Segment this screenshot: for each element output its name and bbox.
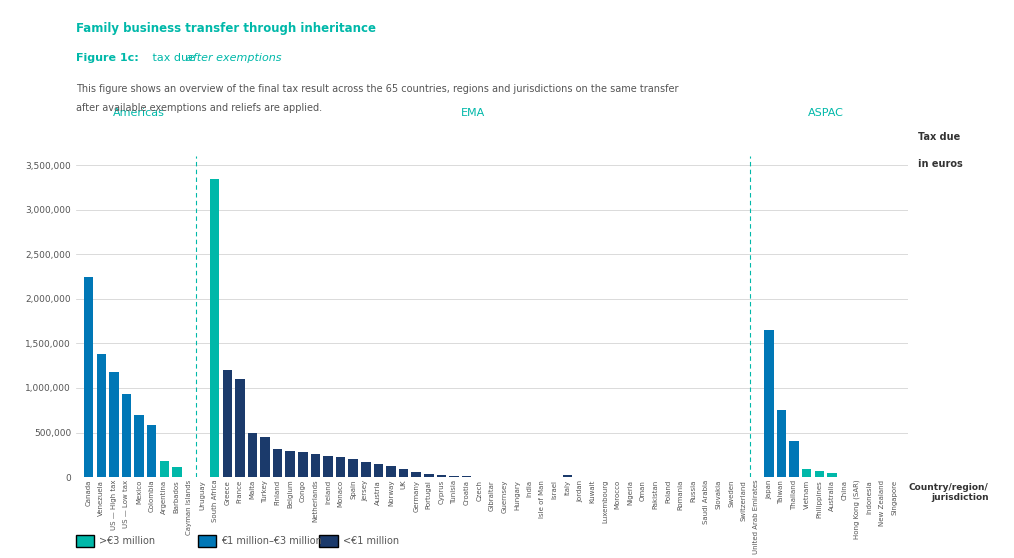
Bar — [399, 469, 409, 477]
Text: Country/region/
jurisdiction: Country/region/ jurisdiction — [909, 483, 989, 502]
Bar — [563, 475, 572, 477]
Bar — [310, 454, 320, 477]
Bar — [361, 462, 370, 477]
Bar — [790, 441, 799, 477]
Bar — [323, 456, 333, 477]
Text: in euros: in euros — [918, 159, 962, 169]
Bar — [110, 372, 119, 477]
Text: Tax due: Tax due — [918, 132, 960, 142]
Bar — [449, 476, 458, 477]
Bar — [210, 179, 219, 477]
Bar — [386, 466, 395, 477]
Bar — [424, 474, 434, 477]
Text: >€3 million: >€3 million — [99, 536, 155, 546]
Text: Figure 1c:: Figure 1c: — [76, 53, 139, 63]
Text: after exemptions: after exemptions — [186, 53, 281, 63]
Text: Family business transfer through inheritance: Family business transfer through inherit… — [76, 22, 376, 35]
Bar — [461, 476, 472, 477]
Bar — [96, 354, 106, 477]
Bar — [412, 472, 421, 477]
Bar — [286, 451, 295, 477]
Bar — [247, 434, 258, 477]
Bar — [222, 370, 232, 477]
Text: EMA: EMA — [460, 108, 485, 118]
Bar — [298, 452, 307, 477]
Bar — [172, 467, 182, 477]
Text: after available exemptions and reliefs are applied.: after available exemptions and reliefs a… — [76, 103, 322, 113]
Text: This figure shows an overview of the final tax result across the 65 countries, r: This figure shows an overview of the fin… — [76, 84, 678, 94]
Text: ASPAC: ASPAC — [808, 108, 844, 118]
Bar — [765, 330, 774, 477]
Bar — [147, 425, 156, 477]
Bar — [374, 464, 383, 477]
Bar — [349, 459, 358, 477]
Text: €1 million–€3 million: €1 million–€3 million — [221, 536, 321, 546]
Text: <€1 million: <€1 million — [343, 536, 399, 546]
Bar — [336, 458, 346, 477]
Bar — [122, 394, 131, 477]
Bar — [827, 473, 837, 477]
Text: tax due: tax due — [149, 53, 199, 63]
Bar — [159, 461, 169, 477]
Bar — [134, 415, 144, 477]
Bar — [273, 449, 282, 477]
Text: Americas: Americas — [114, 108, 165, 118]
Bar — [437, 475, 446, 477]
Bar — [777, 410, 786, 477]
Bar — [261, 437, 270, 477]
Bar — [814, 472, 824, 477]
Bar — [235, 379, 244, 477]
Bar — [802, 469, 811, 477]
Bar — [84, 277, 93, 477]
